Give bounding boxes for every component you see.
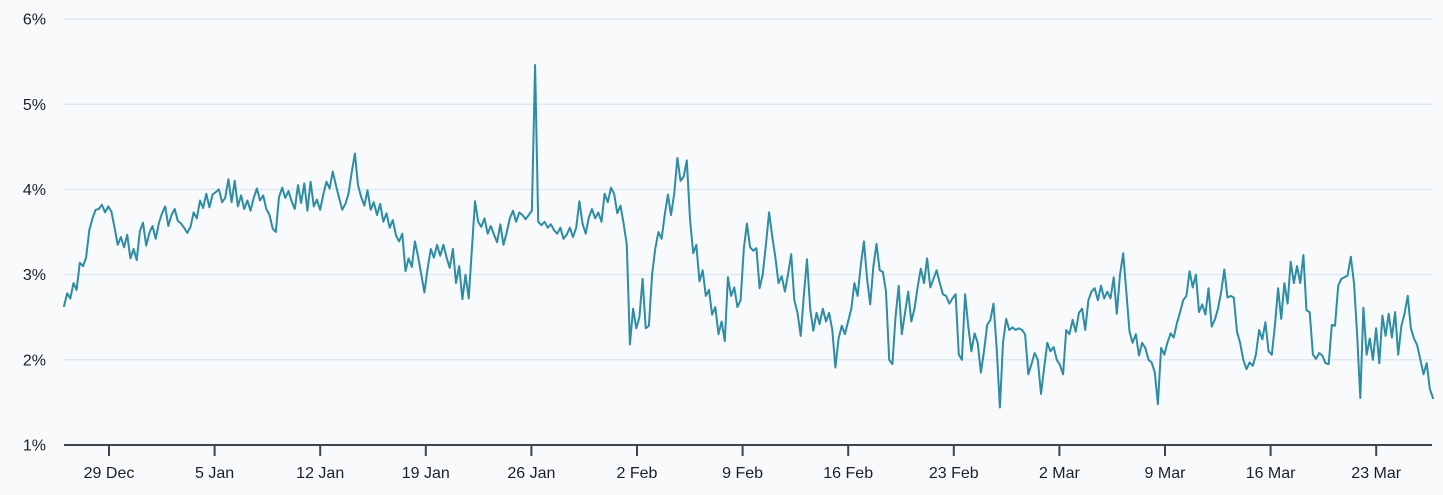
x-axis-label: 16 Feb — [823, 465, 873, 482]
x-axis-label: 16 Mar — [1246, 465, 1296, 482]
x-axis-label: 23 Mar — [1351, 465, 1401, 482]
x-axis-label: 12 Jan — [296, 465, 344, 482]
y-axis-label: 6% — [23, 12, 46, 29]
y-axis-label: 5% — [23, 97, 46, 114]
x-axis-label: 9 Mar — [1145, 465, 1187, 482]
x-axis-label: 2 Feb — [617, 465, 658, 482]
x-axis-label: 29 Dec — [84, 465, 135, 482]
x-axis-label: 9 Feb — [722, 465, 763, 482]
y-axis-label: 2% — [23, 352, 46, 369]
y-axis-label: 3% — [23, 267, 46, 284]
y-axis-label: 4% — [23, 182, 46, 199]
x-axis-label: 19 Jan — [402, 465, 450, 482]
x-axis-label: 26 Jan — [507, 465, 555, 482]
y-axis-label: 1% — [23, 438, 46, 455]
series-line — [63, 64, 1434, 409]
x-axis-label: 2 Mar — [1039, 465, 1081, 482]
x-axis-label: 5 Jan — [195, 465, 234, 482]
x-axis-label: 23 Feb — [929, 465, 979, 482]
